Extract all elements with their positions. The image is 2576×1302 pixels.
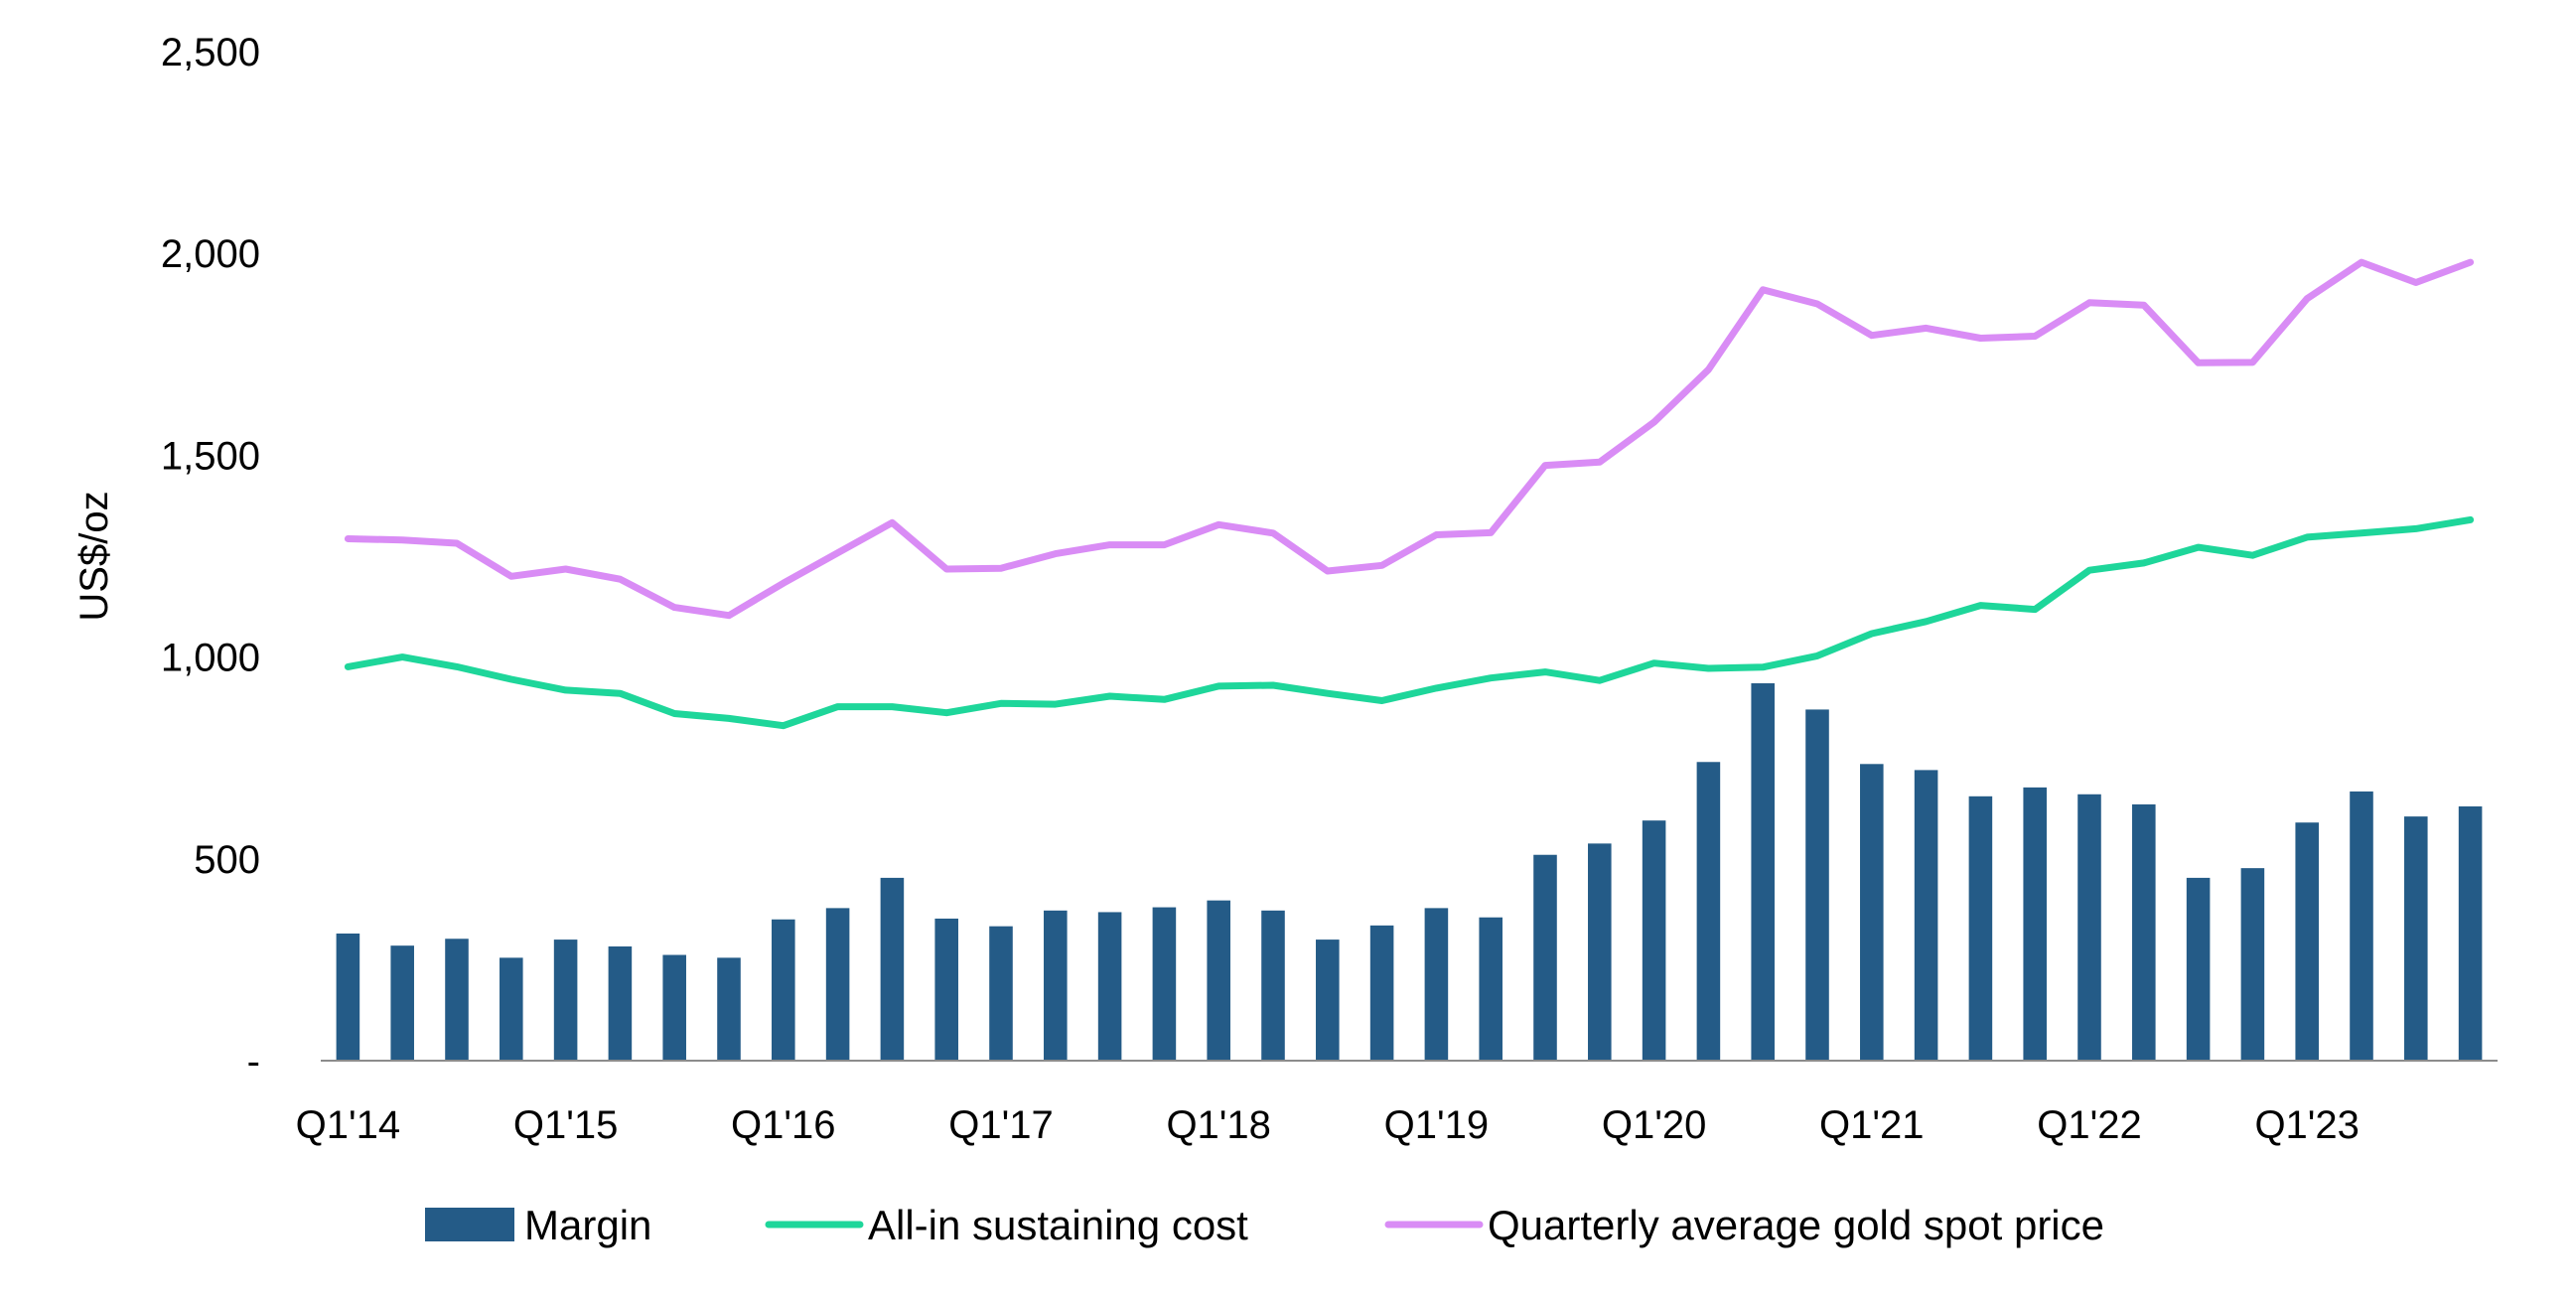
margin-bar [1968,796,1993,1061]
x-tick-label: Q1'14 [296,1103,401,1147]
x-tick-label: Q1'23 [2254,1103,2360,1147]
y-tick-label: - [247,1040,260,1084]
margin-bar [1696,762,1721,1061]
margin-bar [934,918,958,1061]
margin-bar [717,957,741,1061]
margin-bar [390,945,414,1061]
legend-item: All-in sustaining cost [765,1202,1248,1248]
margin-bar [662,954,686,1061]
margin-bar [1860,764,1884,1061]
margin-bar [553,940,578,1061]
margin-bar [1207,900,1230,1061]
y-tick-label: 2,500 [161,31,260,74]
x-tick-label: Q1'21 [1819,1103,1925,1147]
margin-bar [2186,877,2211,1061]
margin-bar [2023,787,2047,1061]
gold-price-line [344,258,2475,620]
x-tick-label: Q1'16 [731,1103,836,1147]
margin-bar [1369,925,1394,1061]
margin-bar [825,908,850,1061]
series-lines [344,258,2475,730]
margin-bar [2458,805,2483,1061]
y-axis-title: US$/oz [72,491,116,621]
margin-bar [2404,816,2428,1061]
margin-bar [772,919,795,1061]
legend-label: All-in sustaining cost [868,1202,1248,1248]
margin-bar [2295,822,2319,1061]
x-tick-label: Q1'20 [1602,1103,1707,1147]
legend-swatch-bar [425,1208,514,1241]
margin-bar [2350,791,2373,1061]
y-tick-label: 1,000 [161,637,260,680]
margin-bars [336,683,2483,1061]
margin-bar [2077,794,2101,1061]
margin-bar [1533,854,1557,1061]
legend-label: Margin [524,1202,651,1248]
x-axis: Q1'14 Q1'15 Q1'16 Q1'17 Q1'18 Q1'19 Q1'20 Q1'21… [296,1103,2360,1147]
margin-bar [989,926,1013,1061]
margin-bar [1316,940,1340,1061]
margin-bar [1152,907,1177,1061]
margin-bar [1479,917,1503,1061]
legend-item: Margin [425,1202,651,1248]
legend-label: Quarterly average gold spot price [1488,1202,2104,1248]
y-axis: - 500 1,000 1,500 2,000 2,500 [161,31,260,1084]
margin-bar [1805,709,1829,1061]
margin-bar [500,957,523,1061]
margin-bar [1424,908,1449,1061]
margin-bar [2132,803,2156,1061]
margin-bar [1751,683,1775,1061]
margin-bar [1914,770,1938,1061]
margin-bar [1642,820,1666,1061]
margin-bar [1588,843,1612,1061]
legend: Margin All-in sustaining cost Quarterly av… [425,1202,2104,1248]
margin-bar [1044,910,1068,1061]
aisc-line [344,515,2475,730]
x-tick-label: Q1'22 [2037,1103,2142,1147]
margin-bar [445,939,469,1061]
margin-bar [2240,868,2265,1061]
legend-item: Quarterly average gold spot price [1384,1202,2104,1248]
margin-bar [1261,910,1285,1061]
margin-bar [1097,912,1122,1061]
margin-bar [336,933,360,1061]
margin-bar [880,877,905,1061]
x-tick-label: Q1'17 [948,1103,1054,1147]
y-tick-label: 500 [194,838,260,882]
x-tick-label: Q1'18 [1166,1103,1271,1147]
x-tick-label: Q1'19 [1384,1103,1490,1147]
y-tick-label: 1,500 [161,434,260,478]
margin-bar [608,945,633,1061]
x-tick-label: Q1'15 [513,1103,619,1147]
y-tick-label: 2,000 [161,232,260,276]
